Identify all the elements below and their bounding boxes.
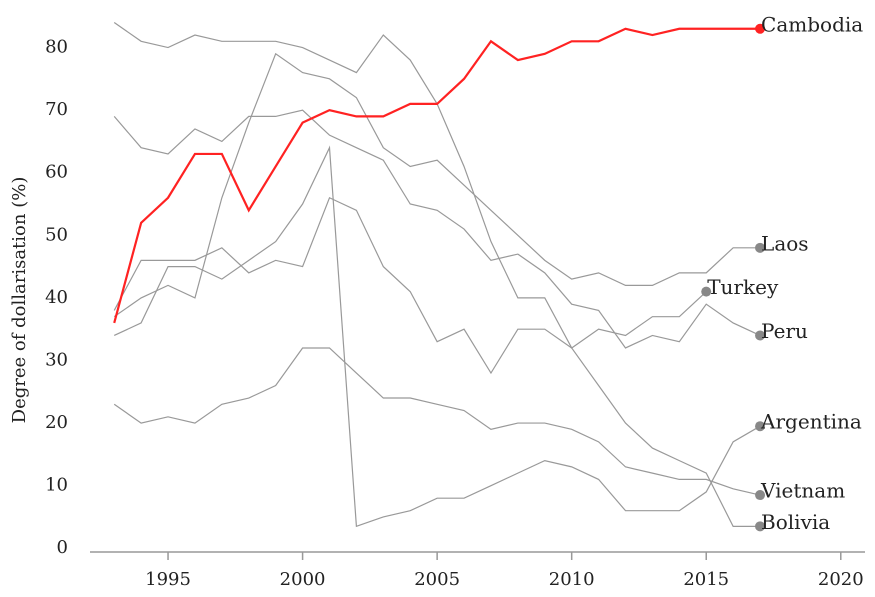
y-tick-label: 20 [45, 412, 68, 433]
series-line [113, 196, 707, 375]
x-tick-label: 2015 [683, 569, 729, 590]
series-line [113, 52, 761, 318]
y-tick-label: 30 [45, 349, 68, 370]
x-tick-label: 2005 [414, 569, 460, 590]
x-tick-label: 2010 [549, 569, 595, 590]
series-label: Turkey [707, 275, 779, 299]
x-tick-label: 1995 [145, 569, 191, 590]
series-line [113, 145, 761, 528]
series-label: Argentina [760, 410, 862, 434]
y-tick-label: 40 [45, 287, 68, 308]
series-label: Peru [761, 319, 808, 343]
y-axis-label: Degree of dollarisation (%) [9, 177, 30, 424]
end-point [755, 242, 766, 253]
end-point [755, 490, 766, 501]
series-label: Vietnam [760, 479, 845, 503]
series-label: Bolivia [761, 510, 830, 534]
end-point [755, 421, 766, 432]
end-point [755, 23, 766, 34]
series-line [113, 347, 761, 496]
end-point [755, 521, 766, 532]
x-tick-label: 2000 [280, 569, 326, 590]
y-tick-label: 60 [45, 162, 68, 183]
end-point [755, 330, 766, 341]
series-line [113, 27, 761, 324]
y-tick-label: 0 [57, 537, 68, 558]
y-tick-label: 10 [45, 475, 68, 496]
end-point [701, 286, 712, 297]
x-tick-label: 2020 [818, 569, 864, 590]
y-tick-label: 50 [45, 224, 68, 245]
series-label: Cambodia [761, 12, 863, 36]
y-tick-label: 70 [45, 99, 68, 120]
y-tick-label: 80 [45, 37, 68, 58]
series-line [113, 109, 761, 349]
series-label: Laos [761, 231, 809, 255]
